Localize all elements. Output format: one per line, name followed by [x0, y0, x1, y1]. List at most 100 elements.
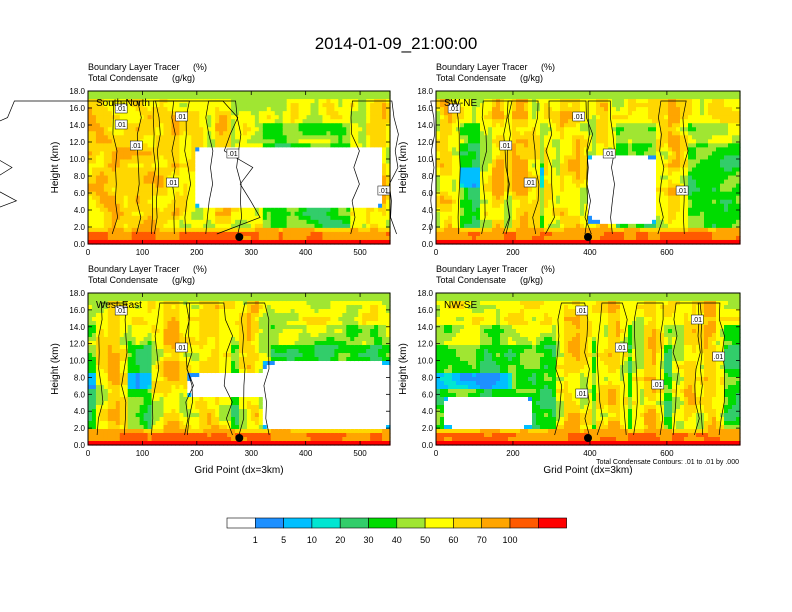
- heatmap-cell: [468, 211, 473, 217]
- heatmap-cell: [203, 119, 208, 124]
- heatmap-cell: [556, 155, 561, 161]
- heatmap-cell: [452, 151, 457, 157]
- heatmap-cell: [544, 95, 549, 100]
- heatmap-cell: [326, 227, 331, 233]
- heatmap-cell: [175, 119, 180, 124]
- heatmap-cell: [103, 207, 109, 213]
- heatmap-cell: [294, 187, 300, 193]
- heatmap-cell: [143, 167, 149, 173]
- heatmap-cell: [191, 103, 196, 108]
- heatmap-cell: [552, 219, 557, 225]
- heatmap-cell: [139, 227, 145, 233]
- heatmap-cell: [640, 151, 645, 157]
- heatmap-cell: [175, 239, 180, 245]
- heatmap-cell: [536, 239, 541, 245]
- heatmap-cell: [298, 203, 304, 209]
- heatmap-cell: [223, 203, 228, 209]
- heatmap-cell: [524, 99, 529, 104]
- heatmap-cell: [436, 199, 441, 205]
- heatmap-cell: [290, 107, 296, 112]
- heatmap-cell: [298, 163, 304, 169]
- heatmap-cell: [111, 119, 117, 124]
- heatmap-cell: [215, 215, 220, 221]
- heatmap-cell: [624, 119, 629, 124]
- heatmap-cell: [294, 111, 300, 116]
- heatmap-cell: [175, 215, 180, 221]
- heatmap-cell: [476, 191, 481, 197]
- heatmap-cell: [632, 167, 637, 173]
- heatmap-cell: [262, 187, 268, 193]
- heatmap-cell: [278, 151, 284, 157]
- heatmap-cell: [147, 163, 153, 169]
- heatmap-cell: [322, 195, 328, 201]
- heatmap-cell: [266, 175, 272, 181]
- heatmap-cell: [362, 179, 367, 185]
- heatmap-cell: [195, 135, 200, 140]
- heatmap-cell: [596, 179, 601, 185]
- heatmap-cell: [604, 91, 609, 96]
- heatmap-cell: [464, 227, 469, 233]
- heatmap-cell: [492, 119, 497, 124]
- heatmap-cell: [640, 95, 645, 100]
- heatmap-cell: [262, 151, 268, 157]
- heatmap-cell: [242, 187, 248, 193]
- heatmap-cell: [111, 99, 117, 104]
- heatmap-cell: [444, 167, 449, 173]
- heatmap-cell: [127, 219, 133, 225]
- heatmap-cell: [460, 223, 465, 229]
- heatmap-cell: [302, 155, 308, 161]
- heatmap-cell: [448, 147, 453, 152]
- heatmap-cell: [644, 115, 649, 120]
- heatmap-cell: [568, 227, 573, 233]
- heatmap-cell: [476, 147, 481, 152]
- heatmap-cell: [306, 135, 312, 140]
- heatmap-cell: [99, 103, 105, 108]
- heatmap-cell: [444, 143, 449, 148]
- heatmap-cell: [207, 103, 212, 108]
- heatmap-cell: [362, 187, 367, 193]
- heatmap-cell: [492, 203, 497, 209]
- heatmap-cell: [612, 163, 617, 169]
- heatmap-cell: [620, 155, 625, 161]
- heatmap-cell: [88, 91, 93, 96]
- heatmap-cell: [123, 199, 129, 205]
- heatmap-cell: [584, 171, 589, 177]
- heatmap-cell: [572, 103, 577, 108]
- heatmap-cell: [199, 191, 204, 197]
- heatmap-cell: [107, 163, 113, 169]
- heatmap-cell: [596, 215, 601, 221]
- heatmap-cell: [155, 199, 161, 205]
- heatmap-cell: [608, 203, 613, 209]
- heatmap-cell: [175, 199, 180, 205]
- heatmap-cell: [644, 227, 649, 233]
- heatmap-cell: [512, 227, 517, 233]
- heatmap-cell: [211, 155, 216, 161]
- heatmap-cell: [330, 215, 335, 221]
- heatmap-cell: [508, 231, 513, 237]
- heatmap-cell: [334, 171, 339, 177]
- heatmap-cell: [552, 227, 557, 233]
- heatmap-cell: [306, 163, 312, 169]
- heatmap-cell: [163, 147, 169, 152]
- heatmap-cell: [195, 211, 200, 217]
- heatmap-cell: [302, 119, 308, 124]
- heatmap-cell: [290, 139, 296, 144]
- heatmap-cell: [588, 159, 593, 165]
- heatmap-cell: [620, 211, 625, 217]
- heatmap-cell: [600, 215, 605, 221]
- heatmap-cell: [528, 199, 533, 205]
- heatmap-cell: [183, 151, 188, 157]
- contour-label-box: [175, 111, 188, 122]
- heatmap-cell: [552, 147, 557, 152]
- heatmap-cell: [472, 123, 477, 128]
- heatmap-cell: [111, 163, 117, 169]
- heatmap-cell: [250, 119, 256, 124]
- heatmap-cell: [636, 147, 641, 152]
- heatmap-cell: [584, 183, 589, 189]
- heatmap-cell: [223, 171, 228, 177]
- heatmap-cell: [616, 99, 621, 104]
- heatmap-cell: [250, 191, 256, 197]
- heatmap-cell: [460, 207, 465, 213]
- heatmap-cell: [127, 99, 133, 104]
- heatmap-cell: [504, 163, 509, 169]
